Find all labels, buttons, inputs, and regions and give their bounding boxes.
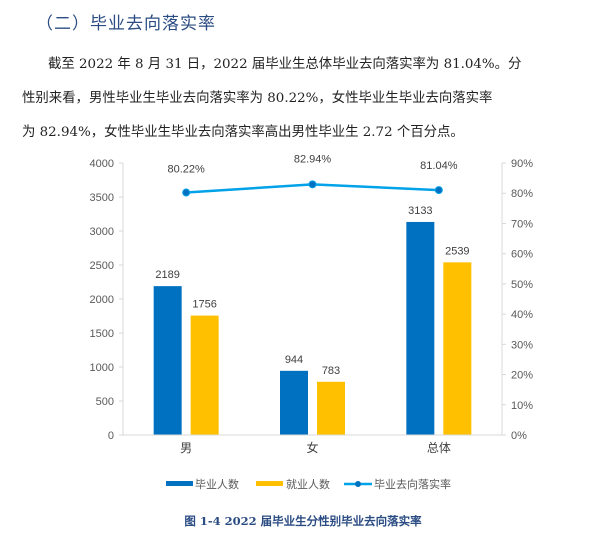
right-y-axis: 0% 10% 20% 30% 40% 50% 60% 70% 80% 90% (501, 158, 533, 442)
right-tick-label: 70% (511, 218, 533, 230)
bar-value-label: 3133 (408, 205, 432, 217)
chart-legend: 毕业人数 就业人数 毕业去向落实率 (166, 477, 451, 491)
legend-label: 毕业去向落实率 (374, 477, 451, 491)
x-axis: 男 女 总体 (123, 434, 502, 455)
bar-employed (317, 381, 345, 435)
right-tick-label: 0% (511, 430, 527, 442)
right-tick-label: 80% (511, 188, 533, 200)
left-y-axis: 0 500 1000 1500 2000 2500 3000 3500 4000 (90, 158, 124, 442)
left-tick-label: 1500 (90, 328, 114, 340)
rate-marker (434, 186, 443, 195)
legend-label: 就业人数 (286, 477, 330, 491)
left-tick-label: 2500 (90, 260, 114, 272)
right-tick-label: 20% (511, 370, 533, 382)
bar-value-label: 1756 (192, 299, 216, 311)
summary-paragraph: 截至 2022 年 8 月 31 日，2022 届毕业生总体毕业去向落实率为 8… (22, 48, 592, 150)
legend-marker-rate (355, 481, 361, 487)
bar-employed (443, 262, 472, 435)
bar-value-label: 783 (322, 365, 340, 377)
bar-graduates (280, 370, 308, 435)
combo-chart: 0 500 1000 1500 2000 2500 3000 3500 4000 0% 10% 20… (90, 153, 534, 491)
figure-caption: 图 1-4 2022 届毕业生分性别毕业去向落实率 (184, 514, 422, 528)
rate-marker (182, 188, 191, 197)
rate-line-series: 80.22% 82.94% 81.04% (168, 153, 458, 197)
category-label: 女 (306, 440, 318, 455)
bar-value-label: 2539 (445, 245, 469, 257)
paragraph-line-3: 为 82.94%，女性毕业生毕业去向落实率高出男性毕业生 2.72 个百分点。 (22, 125, 464, 140)
right-tick-label: 30% (511, 339, 533, 351)
left-tick-label: 1000 (90, 362, 114, 374)
bar-value-label: 944 (285, 354, 303, 366)
rate-marker (308, 180, 317, 189)
left-tick-label: 4000 (90, 158, 114, 170)
legend-label: 毕业人数 (195, 478, 239, 491)
category-label: 总体 (427, 441, 451, 455)
rate-label: 82.94% (294, 153, 332, 165)
bar-graduates (406, 221, 435, 435)
left-tick-label: 3000 (90, 226, 114, 238)
right-tick-label: 10% (511, 400, 533, 412)
legend-swatch-graduates (166, 481, 193, 486)
right-tick-label: 50% (511, 279, 533, 291)
bar-employed (190, 315, 219, 435)
bar-value-label: 2189 (155, 269, 179, 281)
bar-series: 2189 1756 944 783 3133 2539 (153, 205, 472, 435)
paragraph-line-1: 截至 2022 年 8 月 31 日，2022 届毕业生总体毕业去向落实率为 8… (48, 57, 522, 72)
paragraph-line-2: 性别来看，男性毕业生毕业去向落实率为 80.22%，女性毕业生毕业去向落实率 (22, 91, 493, 106)
right-tick-label: 90% (511, 158, 533, 170)
rate-label: 81.04% (420, 160, 458, 172)
left-tick-label: 2000 (90, 294, 114, 306)
left-tick-label: 0 (108, 430, 114, 442)
right-tick-label: 60% (511, 249, 533, 261)
right-tick-label: 40% (511, 309, 533, 321)
left-tick-label: 500 (96, 396, 114, 408)
rate-label: 80.22% (168, 164, 206, 176)
legend-swatch-employed (256, 481, 283, 486)
section-heading: （二）毕业去向落实率 (36, 14, 216, 34)
category-label: 男 (180, 441, 192, 455)
left-tick-label: 3500 (90, 192, 114, 204)
bar-graduates (153, 286, 182, 435)
